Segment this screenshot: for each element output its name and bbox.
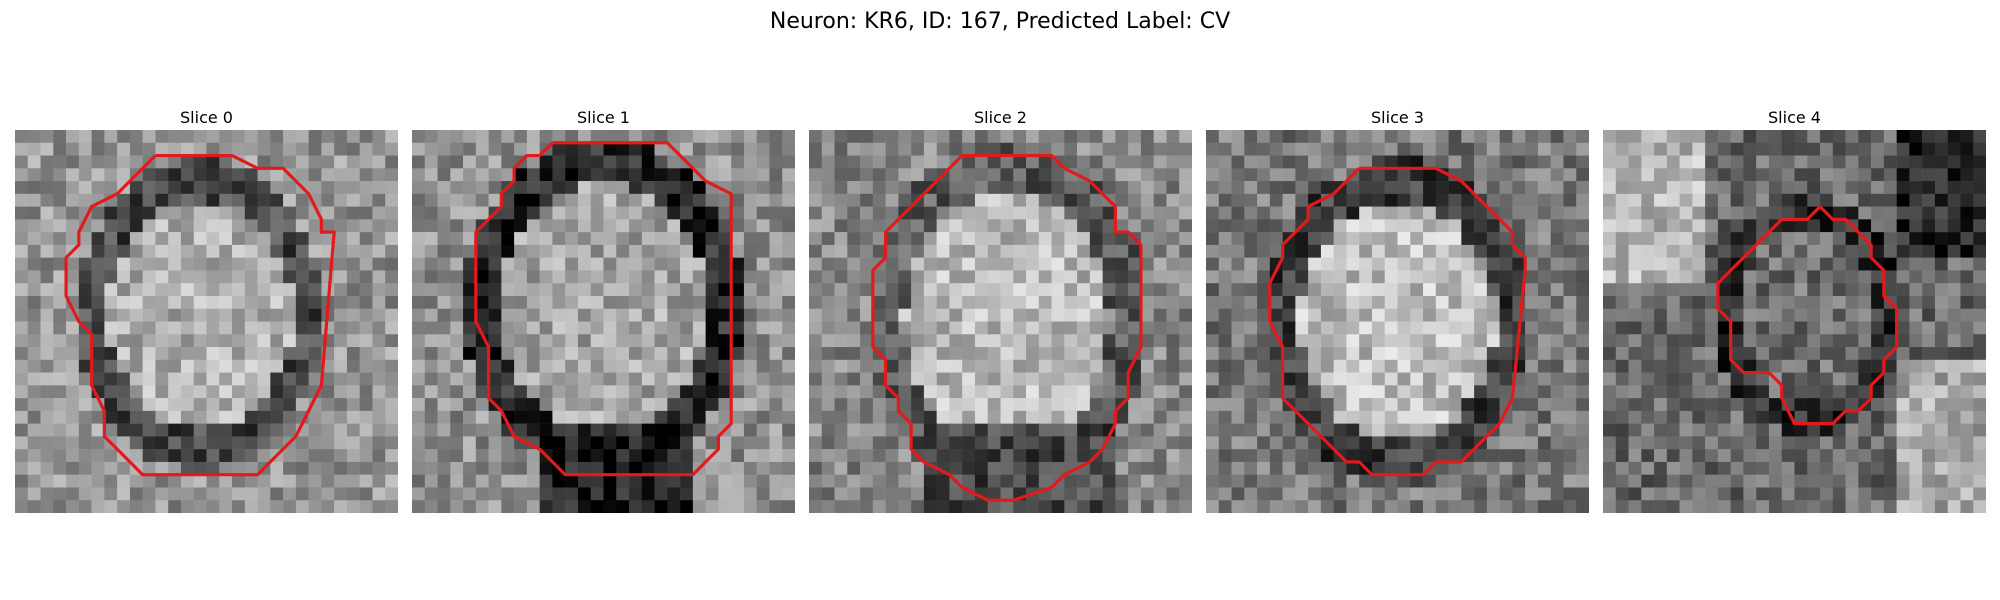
slice-title-0: Slice 0 xyxy=(180,108,233,127)
slice-panel-3: Slice 3 xyxy=(1206,108,1589,513)
pixel-grid-0 xyxy=(15,130,398,513)
figure-title: Neuron: KR6, ID: 167, Predicted Label: C… xyxy=(769,9,1231,34)
slice-title-4: Slice 4 xyxy=(1768,108,1821,127)
segmentation-contour-3 xyxy=(1268,166,1527,477)
segmentation-contour-4 xyxy=(1716,205,1899,426)
pixel-grid-2 xyxy=(809,130,1192,513)
slice-image-0 xyxy=(15,130,398,513)
segmentation-contour-0 xyxy=(64,153,336,477)
slice-image-2 xyxy=(809,130,1192,513)
slice-image-3 xyxy=(1206,130,1589,513)
slice-image-1 xyxy=(412,130,795,513)
pixel-grid-4 xyxy=(1603,130,1986,513)
slice-title-1: Slice 1 xyxy=(577,108,630,127)
segmentation-contour-2 xyxy=(871,153,1143,502)
slice-title-3: Slice 3 xyxy=(1371,108,1424,127)
slice-title-2: Slice 2 xyxy=(974,108,1027,127)
pixel-grid-1 xyxy=(412,130,795,513)
pixel-grid-3 xyxy=(1206,130,1589,513)
slice-panel-4: Slice 4 xyxy=(1603,108,1986,513)
slice-panel-1: Slice 1 xyxy=(412,108,795,513)
segmentation-contour-1 xyxy=(474,141,733,477)
slice-image-4 xyxy=(1603,130,1986,513)
slice-panel-0: Slice 0 xyxy=(15,108,398,513)
slice-panel-2: Slice 2 xyxy=(809,108,1192,513)
